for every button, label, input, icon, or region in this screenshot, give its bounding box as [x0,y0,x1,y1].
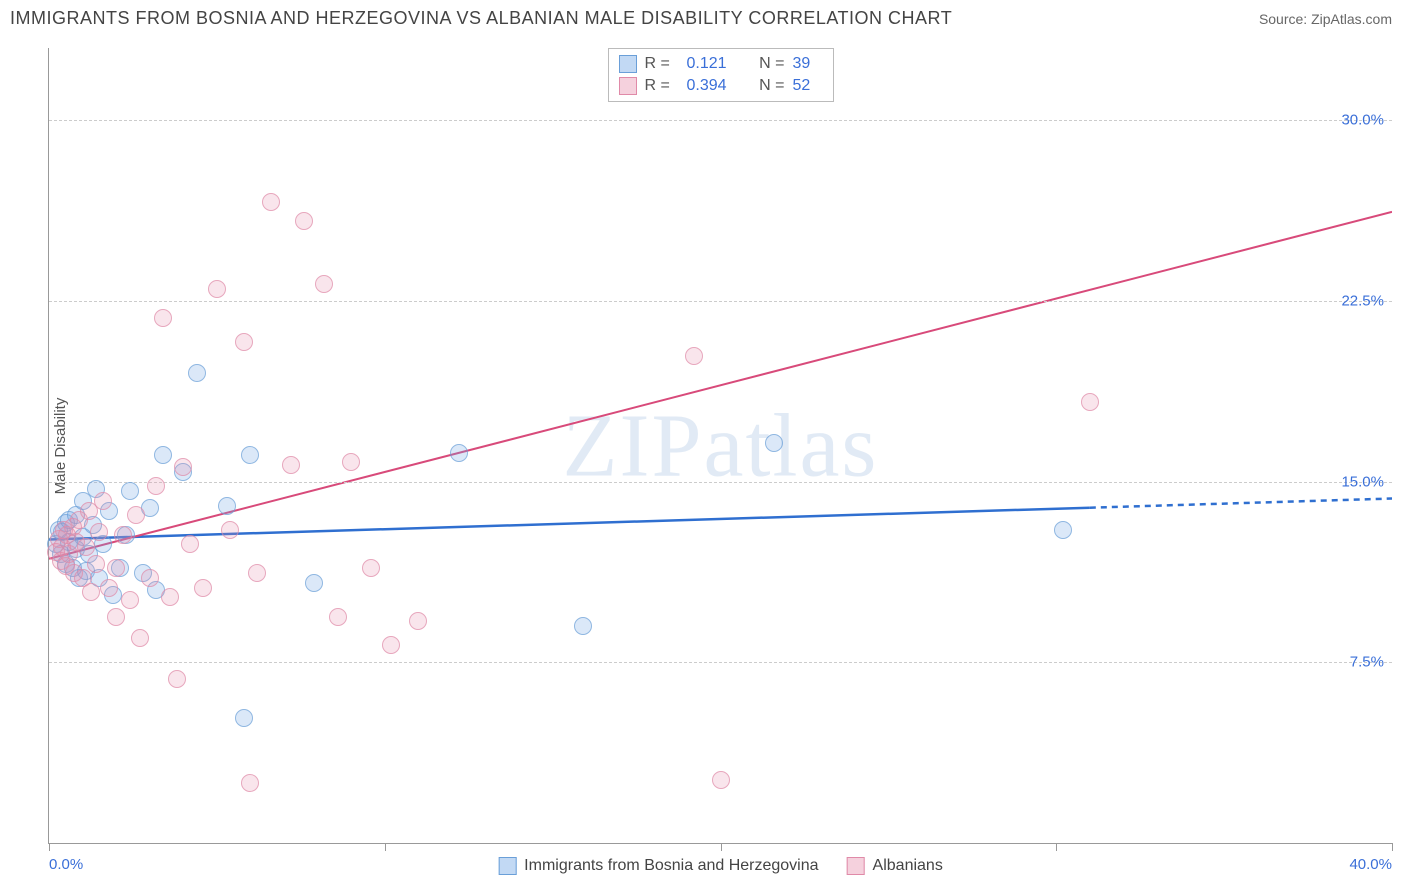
swatch-series-1 [847,857,865,875]
data-point [1054,521,1072,539]
data-point [121,482,139,500]
data-point [450,444,468,462]
x-tick [1392,843,1393,851]
data-point [121,591,139,609]
data-point [235,333,253,351]
correlation-legend-box: R = 0.121 N = 39 R = 0.394 N = 52 [608,48,834,102]
data-point [82,583,100,601]
data-point [90,523,108,541]
data-point [161,588,179,606]
gridline [49,301,1392,302]
x-tick-label: 0.0% [49,856,83,873]
legend-item-0: Immigrants from Bosnia and Herzegovina [498,857,818,875]
data-point [574,617,592,635]
x-tick [1056,843,1057,851]
data-point [147,477,165,495]
chart-title: IMMIGRANTS FROM BOSNIA AND HERZEGOVINA V… [10,8,952,29]
data-point [100,579,118,597]
legend-row-series-0: R = 0.121 N = 39 [619,53,823,75]
data-point [342,453,360,471]
data-point [685,347,703,365]
y-tick-label: 30.0% [1341,112,1384,129]
data-point [241,446,259,464]
data-point [94,492,112,510]
data-point [305,574,323,592]
x-tick [385,843,386,851]
swatch-series-0 [498,857,516,875]
y-tick-label: 15.0% [1341,473,1384,490]
data-point [235,709,253,727]
data-point [221,521,239,539]
data-point [315,275,333,293]
data-point [168,670,186,688]
data-point [87,555,105,573]
data-point [194,579,212,597]
data-point [295,212,313,230]
data-point [181,535,199,553]
data-point [1081,393,1099,411]
data-point [174,458,192,476]
data-point [188,364,206,382]
x-tick [49,843,50,851]
data-point [409,612,427,630]
source-attribution: Source: ZipAtlas.com [1259,11,1392,27]
swatch-series-0 [619,55,637,73]
data-point [154,309,172,327]
data-point [765,434,783,452]
data-point [154,446,172,464]
data-point [127,506,145,524]
gridline [49,662,1392,663]
data-point [107,608,125,626]
y-tick-label: 22.5% [1341,292,1384,309]
legend-row-series-1: R = 0.394 N = 52 [619,75,823,97]
data-point [141,569,159,587]
gridline [49,482,1392,483]
legend-item-1: Albanians [847,857,943,875]
data-point [241,774,259,792]
data-point [282,456,300,474]
data-point [248,564,266,582]
chart-plot-area: ZIPatlas R = 0.121 N = 39 R = 0.394 N = … [48,48,1392,844]
data-point [208,280,226,298]
data-point [362,559,380,577]
data-point [218,497,236,515]
data-point [131,629,149,647]
data-point [77,538,95,556]
x-tick-label: 40.0% [1349,856,1392,873]
y-tick-label: 7.5% [1350,654,1384,671]
series-legend: Immigrants from Bosnia and Herzegovina A… [498,857,943,875]
data-point [107,559,125,577]
data-point [382,636,400,654]
data-point [712,771,730,789]
gridline [49,120,1392,121]
data-point [114,526,132,544]
data-point [262,193,280,211]
data-point [329,608,347,626]
swatch-series-1 [619,77,637,95]
x-tick [721,843,722,851]
